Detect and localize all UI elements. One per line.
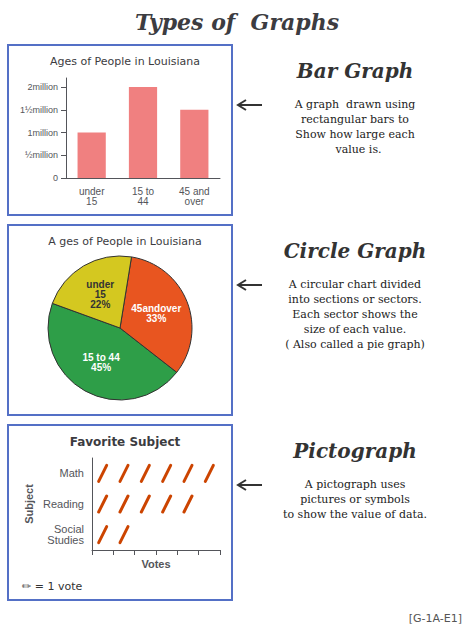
svg-text:value is.: value is. xyxy=(328,143,381,156)
svg-text:pictures or symbols: pictures or symbols xyxy=(300,493,410,506)
svg-text:45%: 45% xyxy=(91,362,111,373)
svg-text:Pictograph: Pictograph xyxy=(292,439,416,463)
svg-text:15 to: 15 to xyxy=(131,185,155,197)
svg-text:1million: 1million xyxy=(27,128,58,138)
svg-text:Types of Graphs: Types of Graphs xyxy=(135,9,339,35)
svg-text:into sections or sectors.: into sections or sectors. xyxy=(288,293,421,306)
svg-text:Subject: Subject xyxy=(23,484,35,524)
svg-text:Reading: Reading xyxy=(43,498,84,510)
svg-text:15 to 44: 15 to 44 xyxy=(82,351,120,363)
svg-text:1½million: 1½million xyxy=(20,105,58,115)
svg-text:45andover: 45andover xyxy=(131,303,182,315)
svg-text:15: 15 xyxy=(86,196,98,207)
svg-text:Social: Social xyxy=(54,523,84,536)
svg-text:Favorite Subject: Favorite Subject xyxy=(70,435,181,449)
svg-text:33%: 33% xyxy=(146,313,166,324)
svg-text:Bar Graph: Bar Graph xyxy=(296,59,413,83)
svg-text:2million: 2million xyxy=(27,82,58,92)
svg-text:44: 44 xyxy=(137,196,149,207)
svg-text:( Also called a pie graph): ( Also called a pie graph) xyxy=(285,338,425,351)
svg-text:A pictograph uses: A pictograph uses xyxy=(304,478,406,491)
svg-text:Math: Math xyxy=(60,467,84,479)
svg-text:15: 15 xyxy=(94,288,106,300)
svg-text:½million: ½million xyxy=(25,150,58,160)
svg-text:rectangular bars to: rectangular bars to xyxy=(301,113,409,126)
svg-text:Circle Graph: Circle Graph xyxy=(284,239,427,263)
svg-text:Ages of People in Louisiana: Ages of People in Louisiana xyxy=(50,55,200,68)
svg-text:0: 0 xyxy=(53,173,58,183)
svg-text:A graph drawn using: A graph drawn using xyxy=(294,98,416,111)
svg-text:size of each value.: size of each value. xyxy=(304,323,406,336)
svg-text:Each sector shows the: Each sector shows the xyxy=(292,308,417,321)
svg-text:Show how large each: Show how large each xyxy=(295,128,414,141)
svg-text:over: over xyxy=(185,196,205,207)
svg-text:A ges of People in Louisiana: A ges of People in Louisiana xyxy=(48,235,202,248)
svg-text:Votes: Votes xyxy=(141,558,170,570)
svg-text:[G-1A-E1]: [G-1A-E1] xyxy=(409,612,462,625)
svg-text:45 and: 45 and xyxy=(179,185,210,197)
svg-text:under: under xyxy=(78,185,105,197)
svg-text:under: under xyxy=(86,278,115,290)
svg-text:22%: 22% xyxy=(90,299,110,310)
svg-text:to show the value of data.: to show the value of data. xyxy=(283,508,427,521)
svg-text:✏ = 1 vote: ✏ = 1 vote xyxy=(22,580,82,593)
svg-text:A circular chart divided: A circular chart divided xyxy=(288,278,421,291)
svg-text:Studies: Studies xyxy=(47,534,84,546)
